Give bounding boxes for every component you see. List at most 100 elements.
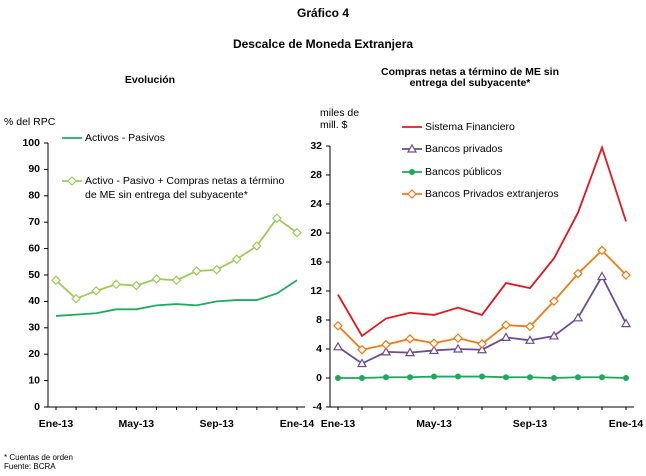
legend-label: Activo - Pasivo + Compras netas a términ… <box>85 175 284 187</box>
marker <box>476 344 488 354</box>
x-tick-label: Ene-14 <box>280 418 315 430</box>
marker <box>452 343 464 353</box>
marker <box>623 375 629 381</box>
marker <box>620 318 632 328</box>
marker <box>67 176 77 186</box>
marker <box>503 374 509 381</box>
chart-title: entrega del subyacente* <box>410 77 532 89</box>
marker <box>453 333 463 343</box>
legend-label: Sistema Financiero <box>425 121 515 133</box>
marker <box>575 374 581 381</box>
marker <box>500 332 512 341</box>
y-tick-label: 80 <box>28 190 40 202</box>
marker <box>621 270 631 280</box>
marker <box>211 264 222 275</box>
marker <box>357 344 367 355</box>
y-tick-label: -4 <box>313 401 322 413</box>
y-tick-label: 20 <box>310 227 322 239</box>
y-tick-label: 0 <box>34 401 40 413</box>
marker <box>428 345 440 355</box>
marker <box>572 312 584 322</box>
marker <box>596 271 608 281</box>
marker <box>407 189 417 199</box>
footnote: * Cuentas de orden <box>4 453 73 462</box>
legend-label: de ME sin entrega del subyacente* <box>85 189 248 201</box>
marker <box>548 330 560 340</box>
marker <box>335 375 341 381</box>
marker <box>431 373 437 380</box>
marker <box>599 374 605 381</box>
y-tick-label: 16 <box>310 256 322 268</box>
series-line <box>55 279 298 317</box>
marker <box>409 169 415 175</box>
marker <box>404 347 416 357</box>
x-tick-label: Ene-13 <box>321 418 356 430</box>
y-tick-label: 4 <box>316 343 322 355</box>
series-line <box>337 144 627 338</box>
y-tick-label: 90 <box>28 163 40 175</box>
y-axis-label: % del RPC <box>4 116 56 128</box>
marker <box>333 320 343 331</box>
series-line <box>55 216 298 300</box>
marker <box>527 374 533 381</box>
marker <box>131 280 142 291</box>
x-tick-label: Ene-14 <box>609 418 644 430</box>
x-tick-label: May-13 <box>119 418 155 430</box>
y-axis-label: mill. $ <box>320 119 348 131</box>
page-subtitle: Descalce de Moneda Extranjera <box>233 37 413 51</box>
marker <box>477 339 487 349</box>
marker <box>551 375 557 381</box>
x-tick-label: Sep-13 <box>199 418 234 430</box>
marker <box>171 275 182 286</box>
y-tick-label: 24 <box>310 198 322 210</box>
chart-title: Compras netas a término de ME sin <box>381 66 559 78</box>
y-tick-label: 10 <box>28 374 40 386</box>
marker <box>51 275 61 286</box>
marker <box>525 321 535 332</box>
marker <box>501 320 511 330</box>
y-tick-label: 60 <box>28 242 40 254</box>
legend-label: Bancos Privados extranjeros <box>425 188 559 200</box>
y-tick-label: 12 <box>310 285 322 297</box>
x-tick-label: Ene-13 <box>39 418 74 430</box>
marker <box>573 268 583 279</box>
marker <box>524 335 536 344</box>
marker <box>356 358 368 368</box>
marker <box>405 334 415 344</box>
legend-label: Bancos públicos <box>425 166 501 178</box>
legend-label: Activos - Pasivos <box>85 132 165 144</box>
legend-label: Bancos privados <box>425 143 503 155</box>
marker <box>381 339 391 350</box>
y-tick-label: 70 <box>28 216 40 228</box>
marker <box>597 245 607 256</box>
series-line <box>337 249 627 351</box>
marker <box>429 338 439 349</box>
marker <box>251 241 262 251</box>
marker <box>359 375 365 381</box>
footnote: Fuente: BCRA <box>4 462 56 471</box>
marker <box>407 374 413 381</box>
marker <box>191 266 202 276</box>
marker <box>380 346 392 356</box>
y-tick-label: 0 <box>316 372 322 384</box>
x-tick-label: May-13 <box>416 418 452 430</box>
marker <box>111 279 122 290</box>
marker <box>292 227 302 238</box>
y-tick-label: 40 <box>28 295 40 307</box>
y-tick-label: 30 <box>28 322 40 334</box>
marker <box>383 374 389 381</box>
y-axis-label: miles de <box>320 107 359 119</box>
y-tick-label: 20 <box>28 348 40 360</box>
marker <box>479 373 485 380</box>
y-tick-label: 8 <box>316 314 322 326</box>
marker <box>71 293 81 304</box>
y-tick-label: 100 <box>22 137 40 149</box>
marker <box>406 143 418 153</box>
y-tick-label: 32 <box>310 140 322 152</box>
marker <box>231 254 242 265</box>
y-tick-label: 50 <box>28 269 40 281</box>
chart-title: Evolución <box>125 74 175 86</box>
marker <box>549 296 559 306</box>
marker <box>272 213 282 224</box>
